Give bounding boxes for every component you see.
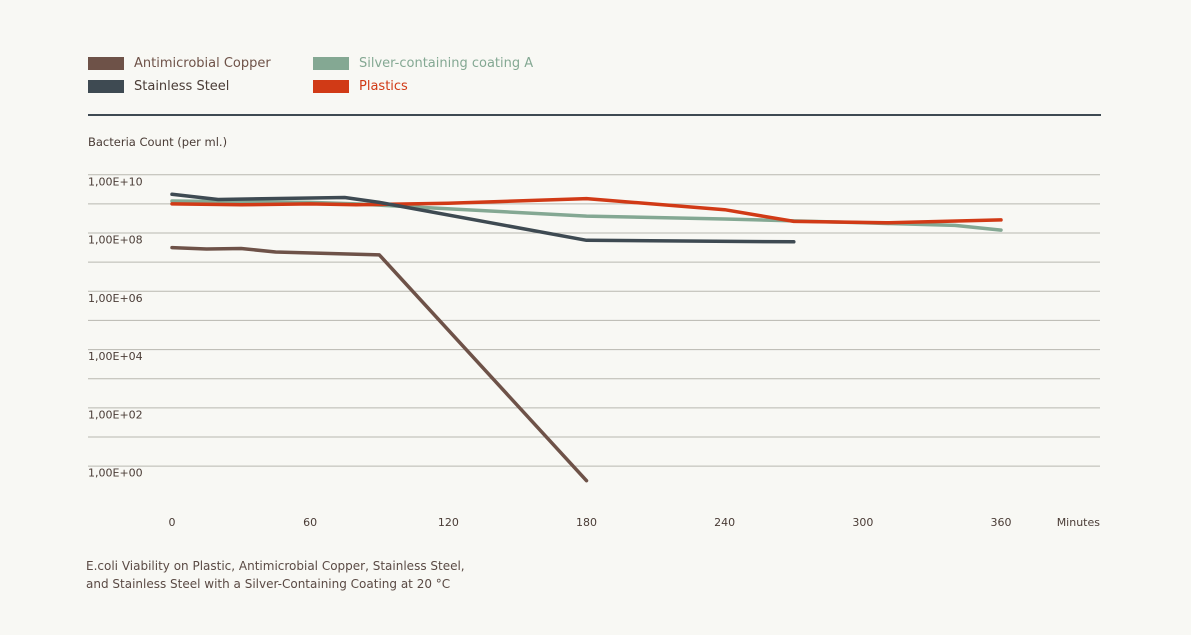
y-tick-label: 1,00E+02 xyxy=(88,408,143,421)
series-line-plastics xyxy=(170,196,1003,225)
legend-divider xyxy=(88,114,1101,116)
legend-label-antimicrobial-copper: Antimicrobial Copper xyxy=(134,55,271,71)
x-tick-label: 300 xyxy=(852,516,873,529)
legend-item-stainless-steel: Stainless Steel xyxy=(88,77,229,95)
caption-line-1: E.coli Viability on Plastic, Antimicrobi… xyxy=(86,559,465,573)
legend-label-plastics: Plastics xyxy=(359,78,408,94)
x-tick-label: 60 xyxy=(303,516,317,529)
legend-swatch-antimicrobial-copper xyxy=(88,56,124,70)
x-tick-label: 240 xyxy=(714,516,735,529)
series-line-antimicrobial-copper xyxy=(170,245,589,483)
legend-swatch-silver-coating xyxy=(313,56,349,70)
x-tick-label: 0 xyxy=(169,516,176,529)
y-tick-label: 1,00E+10 xyxy=(88,175,143,188)
chart-legend: Antimicrobial Copper Stainless Steel Sil… xyxy=(88,54,608,100)
y-axis-title: Bacteria Count (per ml.) xyxy=(88,135,228,149)
series-lines xyxy=(170,192,1003,483)
caption-line-2: and Stainless Steel with a Silver-Contai… xyxy=(86,577,451,591)
x-tick-label: 360 xyxy=(991,516,1012,529)
legend-swatch-stainless-steel xyxy=(88,79,124,93)
figure-caption: E.coli Viability on Plastic, Antimicrobi… xyxy=(86,557,465,593)
y-tick-label: 1,00E+08 xyxy=(88,234,143,247)
y-tick-label: 1,00E+06 xyxy=(88,292,143,305)
legend-item-silver-coating: Silver-containing coating A xyxy=(313,54,533,72)
legend-item-antimicrobial-copper: Antimicrobial Copper xyxy=(88,54,271,72)
x-tick-label: 180 xyxy=(576,516,597,529)
grid-lines xyxy=(88,174,1100,467)
y-tick-label: 1,00E+04 xyxy=(88,350,143,363)
series-line-stainless-steel xyxy=(170,192,796,244)
legend-swatch-plastics xyxy=(313,79,349,93)
x-tick-labels: 0 60 120 180 240 300 360 Minutes xyxy=(169,516,1101,529)
legend-label-stainless-steel: Stainless Steel xyxy=(134,78,230,94)
legend-label-silver-coating: Silver-containing coating A xyxy=(359,55,534,71)
legend-item-plastics: Plastics xyxy=(313,77,408,95)
y-tick-label: 1,00E+00 xyxy=(88,467,143,480)
series-line-silver-containing-coating-a xyxy=(170,199,1003,232)
x-tick-label: 120 xyxy=(438,516,459,529)
y-tick-labels: 1,00E+00 1,00E+02 1,00E+04 1,00E+06 1,00E+08… xyxy=(88,175,143,479)
x-axis-title: Minutes xyxy=(1057,516,1101,529)
